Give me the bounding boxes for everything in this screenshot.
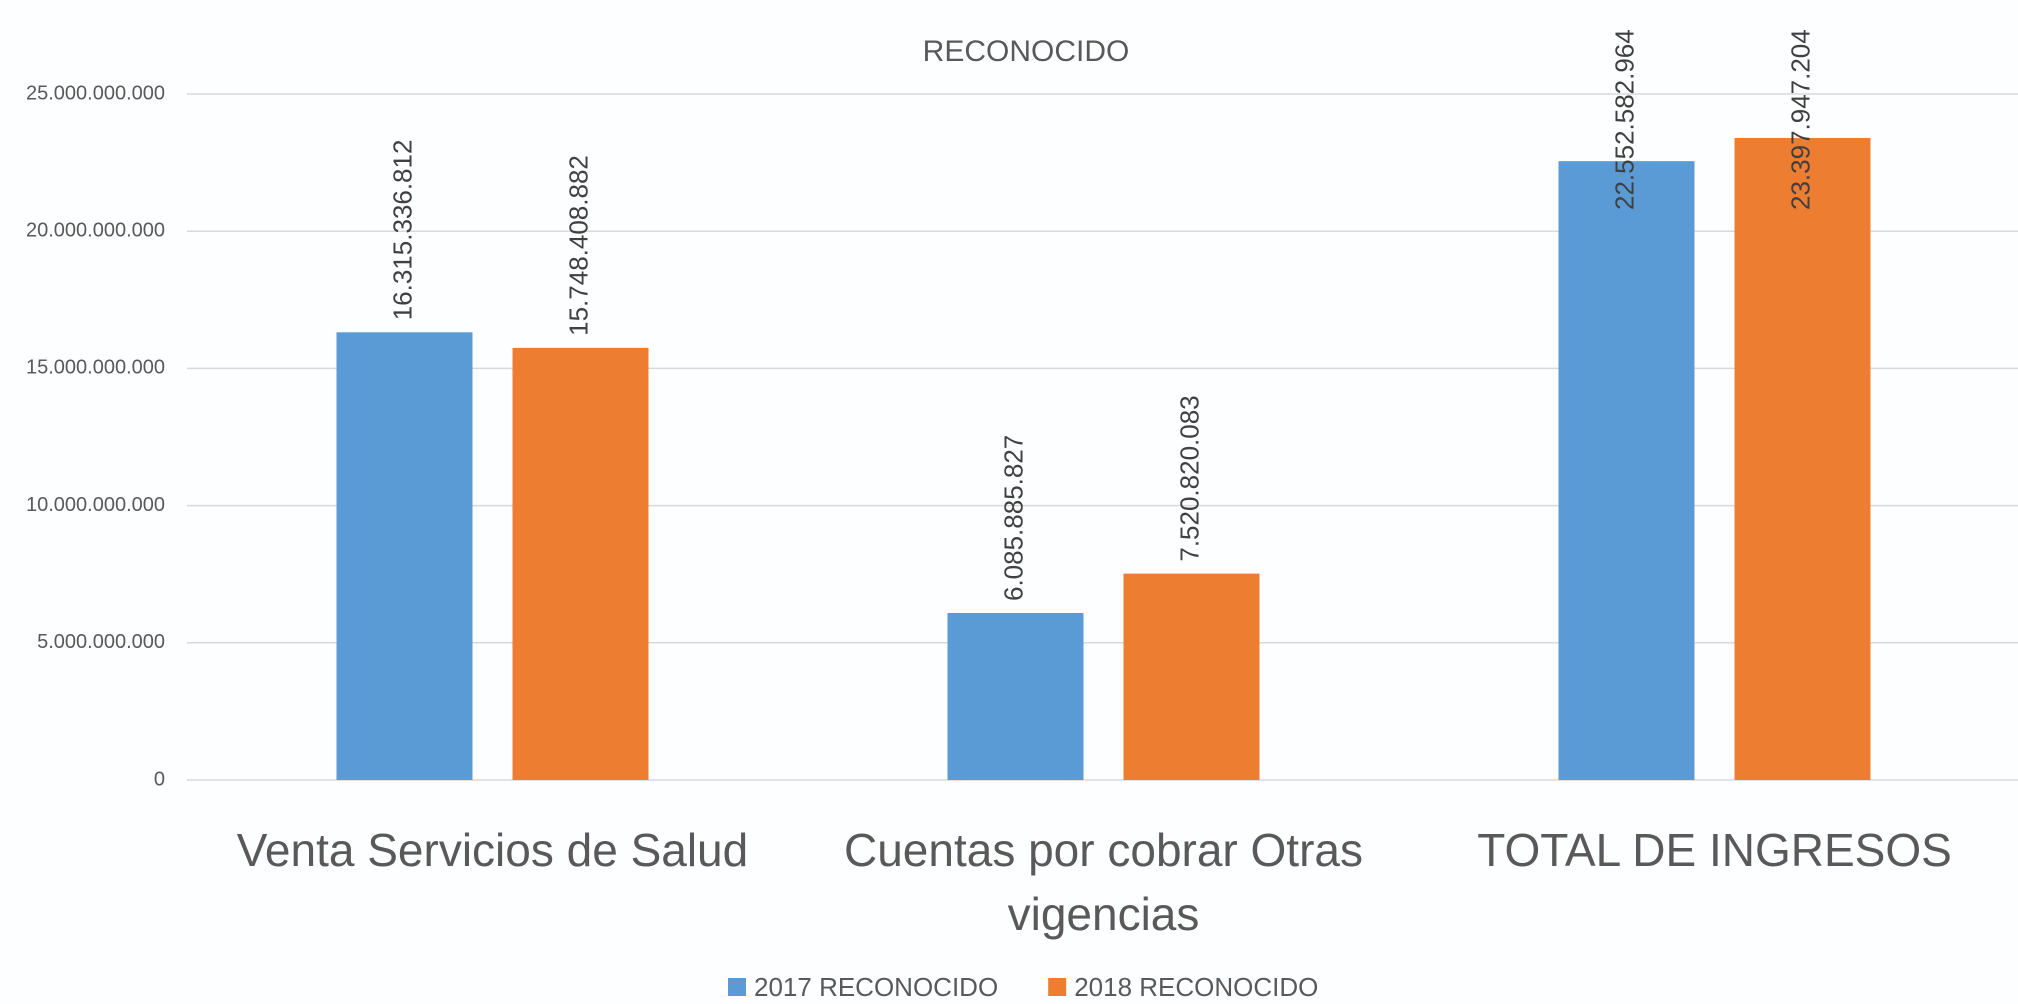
bar (1559, 161, 1695, 780)
y-tick-label: 15.000.000.000 (26, 357, 165, 379)
y-tick-label: 25.000.000.000 (26, 82, 165, 104)
bar (513, 348, 649, 780)
data-label: 6.085.885.827 (998, 435, 1028, 601)
bar (1735, 138, 1871, 780)
x-tick-label: Venta Servicios de Salud (198, 818, 788, 882)
legend-swatch (728, 978, 746, 996)
data-label: 23.397.947.204 (1785, 29, 1815, 210)
y-tick-label: 10.000.000.000 (26, 494, 165, 516)
data-label: 16.315.336.812 (387, 140, 417, 321)
bar (948, 613, 1084, 780)
data-label: 7.520.820.083 (1174, 395, 1204, 561)
bar (1124, 574, 1260, 780)
y-tick-label: 20.000.000.000 (26, 219, 165, 241)
x-tick-label: Cuentas por cobrar Otras vigencias (809, 818, 1399, 946)
x-tick-label: TOTAL DE INGRESOS (1420, 818, 2010, 882)
data-label: 22.552.582.964 (1609, 29, 1639, 210)
legend-swatch (1048, 978, 1066, 996)
data-label: 15.748.408.882 (563, 155, 593, 336)
chart-container: RECONOCIDO 0 5.000.000.000 10.000.000.000 1… (0, 0, 2018, 1004)
y-tick-label: 0 (154, 768, 165, 790)
bar (337, 332, 473, 780)
legend-label: 2018 RECONOCIDO (1074, 972, 1318, 1002)
y-tick-label: 5.000.000.000 (37, 631, 165, 653)
legend-label: 2017 RECONOCIDO (754, 972, 998, 1002)
chart-title: RECONOCIDO (923, 35, 1130, 68)
